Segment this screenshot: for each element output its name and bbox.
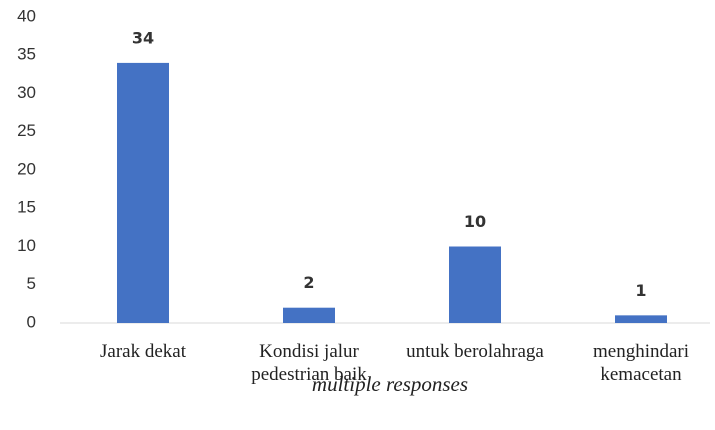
x-tick-label: Kondisi jalur pedestrian baik (251, 341, 367, 385)
bar (449, 246, 501, 323)
y-tick-label: 35 (17, 45, 36, 64)
bar (117, 62, 169, 324)
y-tick-label: 5 (27, 274, 36, 293)
bar (615, 315, 667, 323)
x-tick-label: menghindari kemacetan (592, 341, 690, 385)
data-label: 34 (132, 28, 154, 47)
y-tick-label: 0 (27, 312, 36, 331)
bar (283, 307, 335, 323)
x-tick-label: untuk berolahraga (406, 341, 544, 362)
x-tick-label: Jarak dekat (100, 341, 186, 362)
y-tick-label: 30 (17, 83, 36, 102)
y-tick-label: 25 (17, 121, 36, 140)
data-label: 1 (635, 281, 646, 300)
y-tick-label: 20 (17, 159, 36, 178)
y-tick-label: 10 (17, 236, 36, 255)
y-tick-label: 15 (17, 198, 36, 217)
x-axis-title: multiple responses (311, 372, 469, 396)
data-label: 10 (464, 212, 486, 231)
y-tick-label: 40 (17, 6, 36, 25)
data-label: 2 (303, 273, 314, 292)
